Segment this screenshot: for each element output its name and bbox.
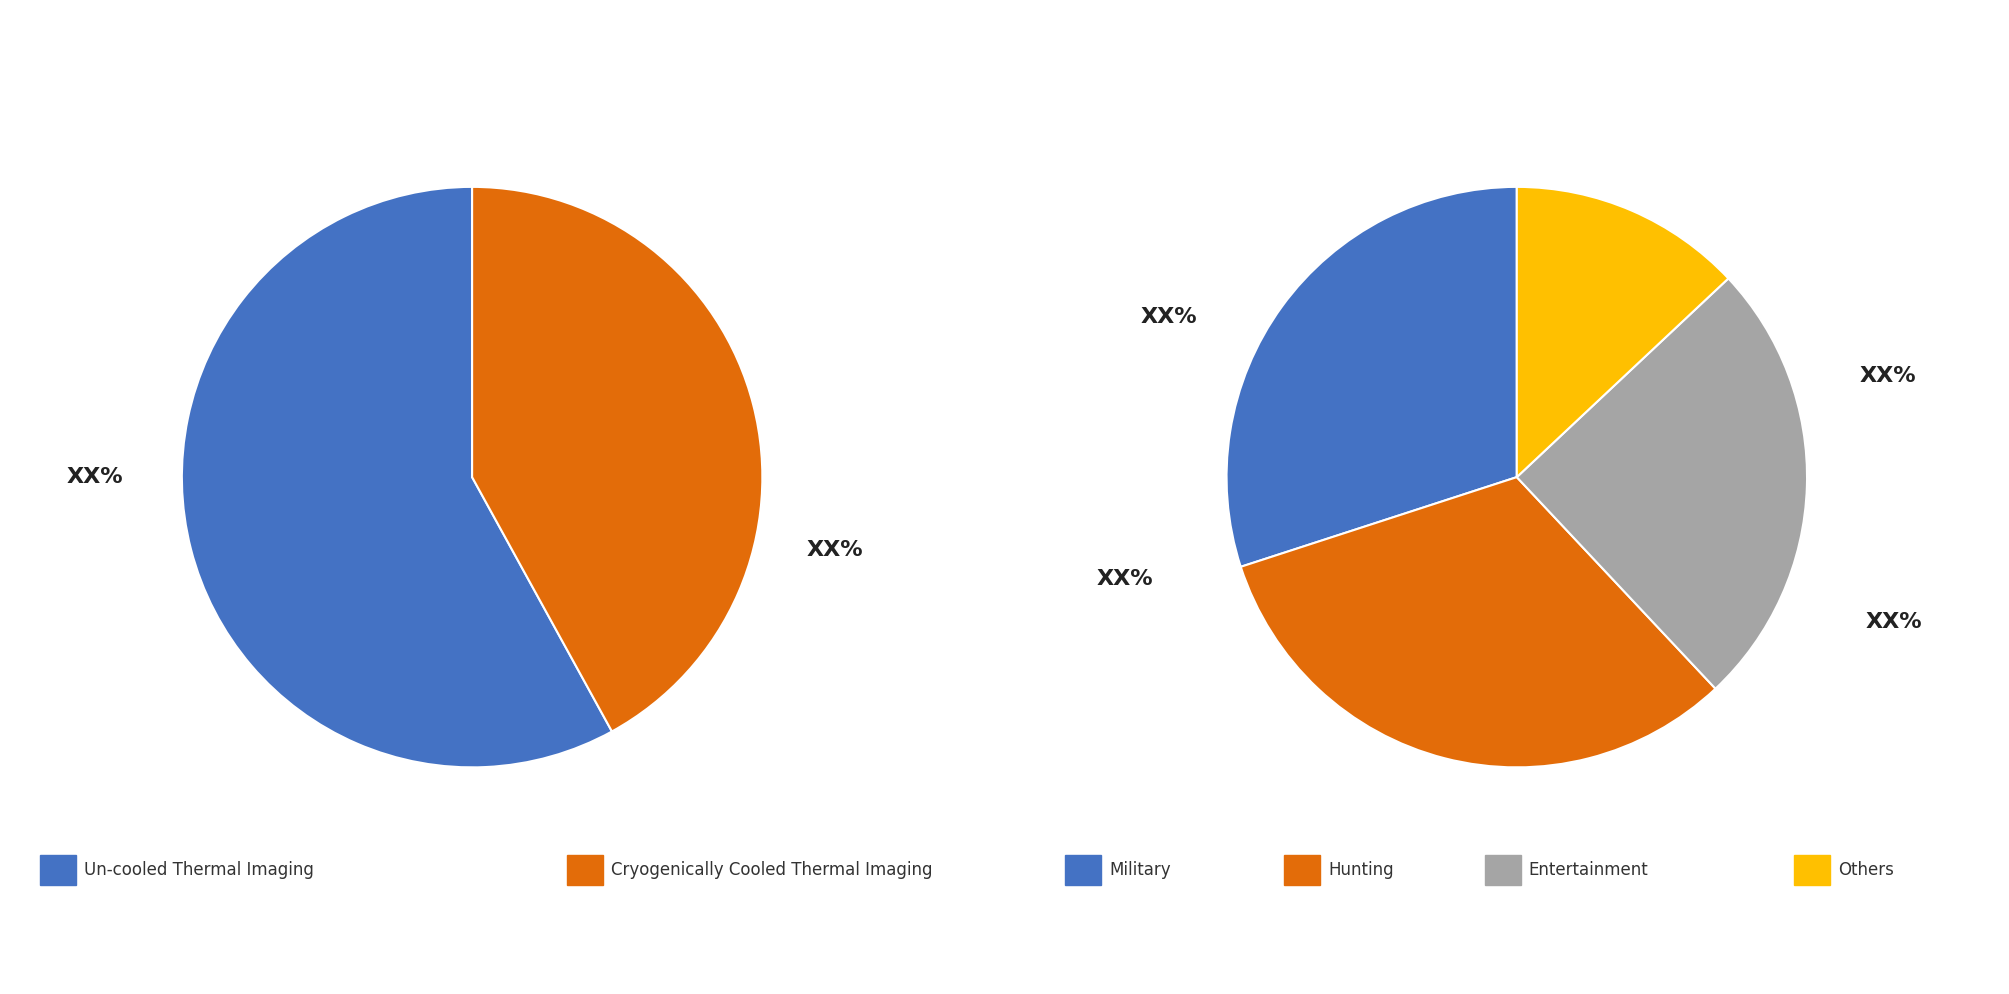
Text: XX%: XX% [1866,612,1923,632]
Wedge shape [1242,477,1716,767]
Text: XX%: XX% [1097,569,1153,588]
Bar [1485,855,1521,885]
Text: Entertainment: Entertainment [1529,861,1649,879]
Bar [1065,855,1101,885]
Text: Military: Military [1109,861,1171,879]
Wedge shape [472,187,761,732]
Wedge shape [183,187,613,767]
Text: Un-cooled Thermal Imaging: Un-cooled Thermal Imaging [84,861,313,879]
Text: XX%: XX% [806,540,864,560]
Bar [1794,855,1830,885]
Text: Fig. Global Thermal Imaging Scope Market Share by Product Types & Application: Fig. Global Thermal Imaging Scope Market… [24,45,1412,75]
Text: Hunting: Hunting [1328,861,1394,879]
Text: XX%: XX% [66,467,123,487]
Text: Others: Others [1838,861,1894,879]
Text: Cryogenically Cooled Thermal Imaging: Cryogenically Cooled Thermal Imaging [611,861,932,879]
Text: Source: Theindustrystats Analysis: Source: Theindustrystats Analysis [20,947,366,966]
Bar [567,855,603,885]
Text: XX%: XX% [1141,307,1197,327]
Wedge shape [1227,187,1517,567]
Text: Email: sales@theindustrystats.com: Email: sales@theindustrystats.com [763,947,1119,966]
Wedge shape [1517,187,1728,477]
Bar [1284,855,1320,885]
Bar [40,855,76,885]
Text: Website: www.theindustrystats.com: Website: www.theindustrystats.com [1467,947,1834,966]
Wedge shape [1517,278,1806,689]
Text: XX%: XX% [1860,366,1917,386]
